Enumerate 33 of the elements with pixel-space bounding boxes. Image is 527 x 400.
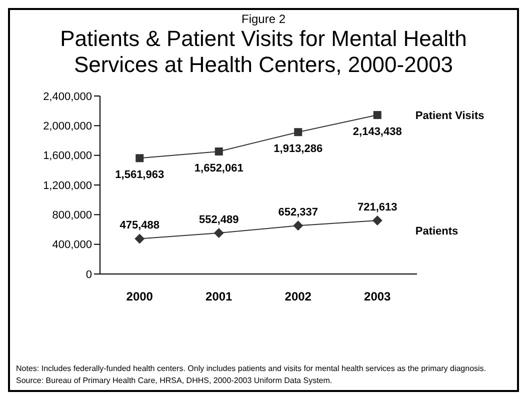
x-tick-label: 2001 <box>206 290 233 304</box>
text: Patient Visits <box>415 110 484 122</box>
data-label: 552,489 <box>198 214 239 226</box>
point <box>214 147 223 156</box>
point <box>293 220 304 231</box>
y-tick-label: 2,400,000 <box>43 90 92 103</box>
data-label: 721,613 <box>357 201 398 214</box>
y-tick-label: 1,200,000 <box>43 180 92 192</box>
point <box>373 111 382 120</box>
point <box>294 128 302 136</box>
point <box>372 215 382 226</box>
data-label: 1,652,061 <box>194 162 244 174</box>
text: Patients <box>415 225 458 238</box>
point <box>136 154 144 162</box>
text: Notes: Includes federally-funded health centers. Only includes patients and visits for mental health services as the primary diagnosis. <box>16 364 488 374</box>
y-tick-label: 2,000,000 <box>43 120 92 133</box>
data-label: 1,913,286 <box>274 143 323 156</box>
data-label: 475,488 <box>120 220 160 232</box>
y-tick-label: 0 <box>86 268 92 281</box>
y-tick-label: 1,600,000 <box>43 150 92 162</box>
data-label: 2,143,438 <box>352 126 402 138</box>
data-label: 652,337 <box>278 206 318 219</box>
source-note: Source: Bureau of Primary Health Care, HRSA, DHHS, 2000-2003 Uniform Data System. <box>16 376 334 386</box>
chart-subtitle: Figure 2 <box>240 12 287 26</box>
point <box>214 228 224 238</box>
y-tick-label: 800,000 <box>52 210 92 222</box>
x-tick-label: 2000 <box>126 290 154 304</box>
x-tick-label: 2003 <box>364 290 392 304</box>
y-tick-label: 400,000 <box>52 239 92 252</box>
x-tick-label: 2002 <box>284 290 312 304</box>
data-label: 1,561,963 <box>115 169 164 182</box>
point <box>134 234 145 244</box>
chart-title: Patients & Patient Visits for Mental Health Services at Health Centers, 2000-2003 <box>59 26 468 78</box>
